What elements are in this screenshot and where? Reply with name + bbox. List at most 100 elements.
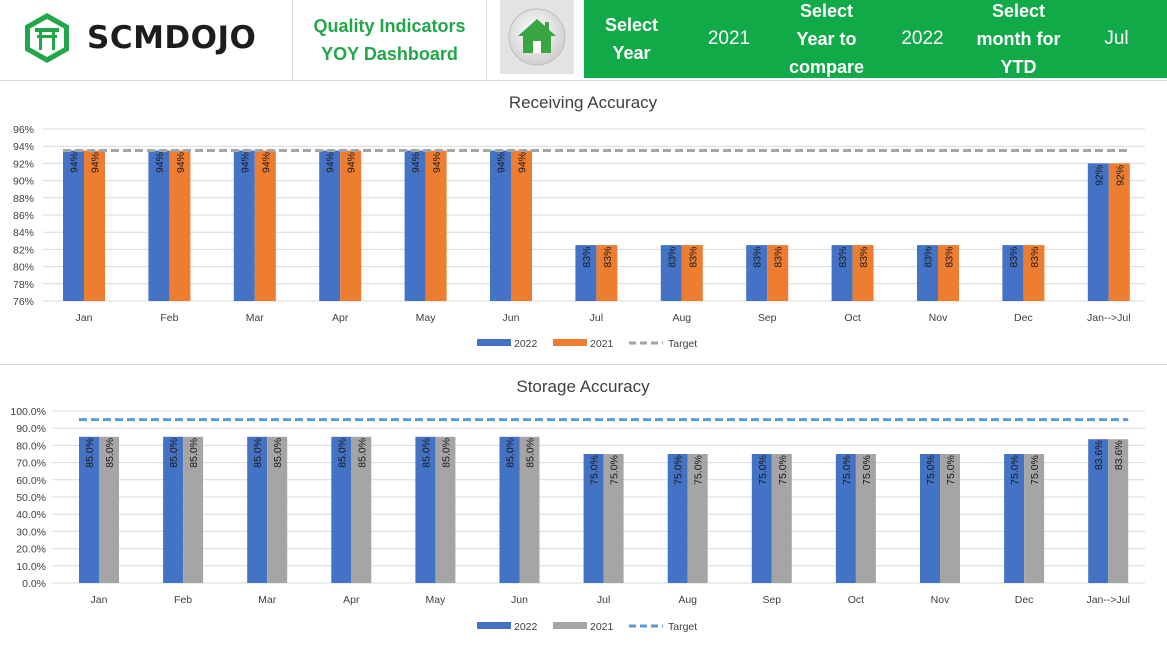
bar-2021 [852, 245, 874, 301]
y-tick-label: 80.0% [16, 440, 46, 452]
data-label: 75.0% [1029, 455, 1041, 485]
y-tick-label: 76% [13, 296, 34, 308]
data-label: 85.0% [84, 438, 96, 468]
compare-year-label: Select Year to compare [779, 0, 874, 78]
x-tick-label: Jul [597, 594, 610, 606]
x-tick-label: Jan-->Jul [1087, 312, 1130, 324]
label-line: Select [604, 15, 659, 35]
chart-divider [0, 364, 1167, 365]
data-label: 83% [581, 247, 593, 268]
legend-swatch-2021 [553, 339, 587, 346]
bar-2022 [319, 150, 341, 301]
x-tick-label: Feb [174, 594, 192, 606]
dashboard-title: Quality Indicators YOY Dashboard [293, 0, 486, 80]
ytd-month-label: Select month for YTD [971, 0, 1066, 78]
bar-2022 [575, 245, 597, 301]
bar-2022 [79, 436, 99, 583]
bar-2021 [596, 245, 618, 301]
bar-2021 [99, 436, 119, 583]
bar-2021 [855, 454, 876, 583]
receiving-accuracy-panel: Receiving Accuracy 76% 78% 80% 82% 84% 86% 88% 9… [0, 81, 1167, 363]
y-tick-label: 92% [13, 158, 34, 170]
data-label: 94% [90, 152, 102, 173]
title-line-1: Quality Indicators [313, 16, 466, 36]
x-tick-label: Jan-->Jul [1086, 594, 1129, 606]
home-button[interactable] [500, 0, 574, 74]
y-tick-label: 94% [13, 141, 34, 153]
bar-2022 [746, 245, 768, 301]
x-tick-label: Aug [678, 594, 697, 606]
bar-2022 [751, 454, 772, 583]
bar-2022 [490, 150, 511, 301]
bar-2021 [183, 436, 204, 583]
bar-2021 [681, 245, 703, 301]
data-label: 75.0% [777, 455, 789, 485]
data-label: 85.0% [440, 438, 452, 468]
bar-2021 [603, 454, 624, 583]
y-tick-label: 40.0% [16, 509, 46, 521]
bar-2022 [148, 150, 170, 301]
data-label: 75.0% [841, 455, 853, 485]
label-line: compare [788, 57, 865, 77]
bar-2022 [835, 454, 856, 583]
y-tick-label: 88% [13, 193, 34, 205]
bar-2022 [1088, 439, 1109, 583]
compare-year-value[interactable]: 2022 [901, 28, 944, 49]
label-line: Year [612, 43, 651, 63]
bar-2022 [163, 436, 184, 583]
bar-2021 [771, 454, 792, 583]
x-tick-label: Jun [503, 312, 520, 324]
ytd-month-value[interactable]: Jul [1104, 28, 1129, 49]
y-tick-label: 50.0% [16, 492, 46, 504]
bar-2021 [938, 245, 959, 301]
y-tick-label: 90% [13, 176, 34, 188]
data-label: 75.0% [609, 455, 621, 485]
x-tick-label: Jan [76, 312, 93, 324]
label-line: Year to [796, 29, 857, 49]
data-label: 85.0% [188, 438, 200, 468]
bar-2022 [1002, 245, 1024, 301]
bar-2022 [831, 245, 853, 301]
bar-2022 [415, 436, 436, 583]
data-label: 92% [1114, 165, 1126, 186]
dashboard-header: SCMDOJO Quality Indicators YOY Dashboard… [0, 0, 1167, 80]
x-tick-label: Dec [1014, 312, 1033, 324]
label-line: YTD [1000, 57, 1037, 77]
legend-swatch-2022 [477, 339, 511, 346]
y-tick-label: 100.0% [10, 406, 46, 418]
bar-2021 [519, 436, 540, 583]
bar-2022 [247, 436, 268, 583]
y-tick-label: 82% [13, 244, 34, 256]
data-label: 85.0% [356, 438, 368, 468]
data-label: 83% [1008, 247, 1020, 268]
x-tick-label: Mar [246, 312, 265, 324]
bar-2021 [1108, 163, 1130, 301]
data-label: 85.0% [505, 438, 517, 468]
bar-2021 [511, 150, 532, 301]
bar-2022 [404, 150, 426, 301]
bar-2021 [351, 436, 372, 583]
data-label: 94% [410, 152, 422, 173]
header-bottom-border [0, 80, 1167, 81]
bar-2022 [1004, 454, 1025, 583]
logo-text: SCMDOJO [87, 19, 257, 56]
data-label: 92% [1093, 165, 1105, 186]
x-tick-label: Jun [511, 594, 528, 606]
data-label: 75.0% [861, 455, 873, 485]
x-tick-label: Oct [844, 312, 860, 324]
data-label: 85.0% [252, 438, 264, 468]
bar-2022 [63, 150, 84, 301]
data-label: 83.6% [1113, 440, 1125, 470]
chart-title: Receiving Accuracy [509, 93, 658, 112]
legend-swatch-2022 [477, 622, 511, 629]
data-label: 83% [923, 247, 935, 268]
data-label: 83% [1029, 247, 1041, 268]
legend-swatch-2021 [553, 622, 587, 629]
bar-2021 [84, 150, 105, 301]
bar-2022 [917, 245, 938, 301]
bar-2022 [499, 436, 520, 583]
select-year-value[interactable]: 2021 [707, 28, 751, 49]
label-line: month for [976, 29, 1061, 49]
bar-2022 [331, 436, 352, 583]
data-label: 83% [666, 247, 678, 268]
